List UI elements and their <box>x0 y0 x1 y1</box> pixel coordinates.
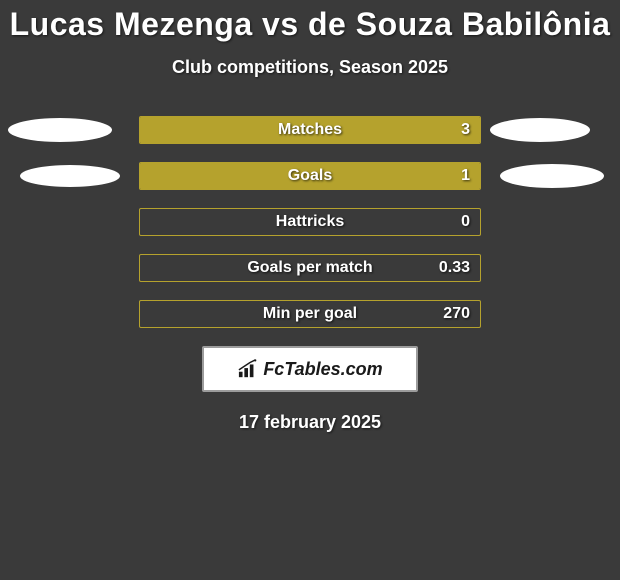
stat-label: Goals per match <box>247 259 372 277</box>
stat-value: 1 <box>461 167 470 185</box>
page-title: Lucas Mezenga vs de Souza Babilônia <box>0 6 620 43</box>
stat-bar: Goals 1 <box>139 162 481 190</box>
stat-bar: Goals per match 0.33 <box>139 254 481 282</box>
stat-bar: Matches 3 <box>139 116 481 144</box>
right-ellipse <box>490 118 590 142</box>
stat-value: 0 <box>461 213 470 231</box>
stat-row: Goals per match 0.33 <box>0 254 620 282</box>
bar-chart-icon <box>237 359 259 379</box>
stat-bar: Hattricks 0 <box>139 208 481 236</box>
stat-row: Goals 1 <box>0 162 620 190</box>
right-ellipse <box>500 164 604 188</box>
stat-label: Matches <box>278 121 342 139</box>
stat-label: Hattricks <box>276 213 344 231</box>
stats-comparison-card: Lucas Mezenga vs de Souza Babilônia Club… <box>0 0 620 580</box>
stat-label: Min per goal <box>263 305 357 323</box>
stat-value: 270 <box>443 305 470 323</box>
left-ellipse <box>8 118 112 142</box>
stat-value: 3 <box>461 121 470 139</box>
stat-row: Min per goal 270 <box>0 300 620 328</box>
subtitle: Club competitions, Season 2025 <box>0 57 620 78</box>
logo-box[interactable]: FcTables.com <box>202 346 418 392</box>
stat-row: Matches 3 <box>0 116 620 144</box>
stat-row: Hattricks 0 <box>0 208 620 236</box>
stat-label: Goals <box>288 167 332 185</box>
date-text: 17 february 2025 <box>0 412 620 433</box>
left-ellipse <box>20 165 120 187</box>
stat-value: 0.33 <box>439 259 470 277</box>
stat-bar: Min per goal 270 <box>139 300 481 328</box>
logo-text: FcTables.com <box>263 359 382 380</box>
stats-area: Matches 3 Goals 1 Hattricks 0 Goals per match 0… <box>0 116 620 328</box>
logo-inner: FcTables.com <box>237 359 382 380</box>
